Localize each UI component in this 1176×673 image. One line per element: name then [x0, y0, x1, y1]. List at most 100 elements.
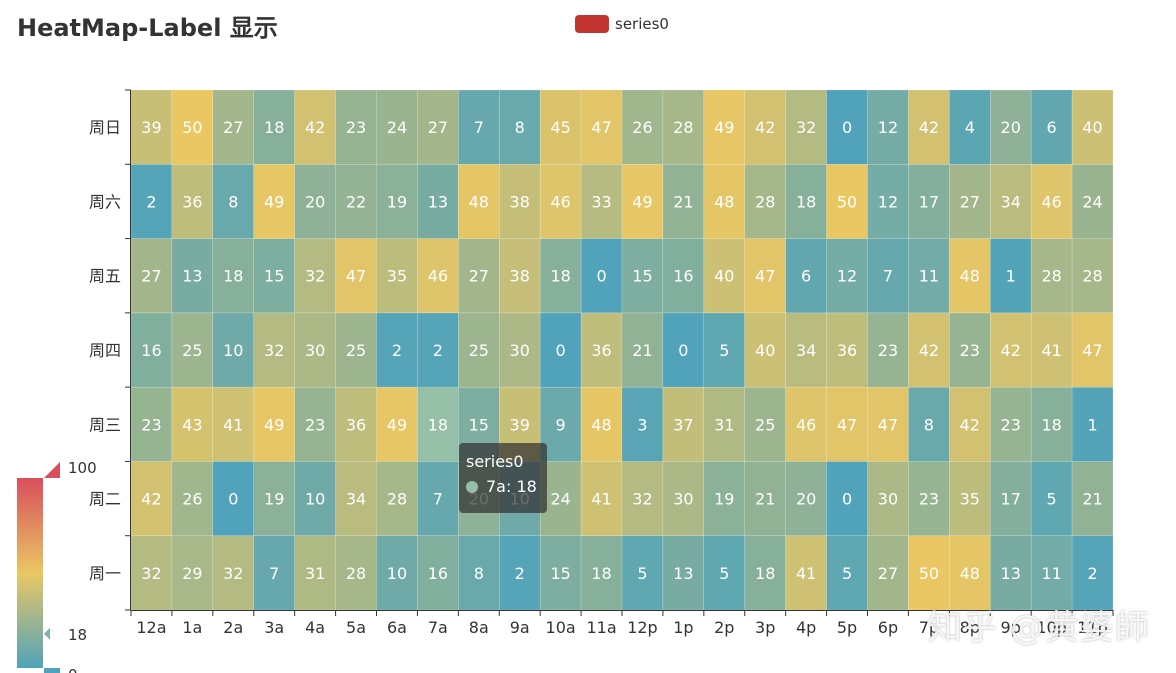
heatmap-cell[interactable]: [949, 238, 991, 314]
heatmap-cell[interactable]: [621, 164, 664, 239]
heatmap-cell[interactable]: [458, 89, 500, 165]
heatmap-cell[interactable]: [539, 164, 582, 239]
heatmap-cell[interactable]: [212, 535, 254, 611]
heatmap-cell[interactable]: [908, 461, 950, 536]
heatmap-cell[interactable]: [580, 386, 623, 462]
heatmap-cell[interactable]: [171, 164, 214, 239]
heatmap-cell[interactable]: [744, 89, 786, 165]
heatmap-cell[interactable]: [294, 164, 336, 239]
heatmap-cell[interactable]: [580, 164, 623, 239]
heatmap-cell[interactable]: [703, 89, 745, 165]
heatmap-cell[interactable]: [867, 238, 909, 314]
visual-map-min-handle-icon[interactable]: [44, 668, 60, 673]
heatmap-cell[interactable]: [294, 89, 336, 165]
heatmap-cell[interactable]: [949, 535, 991, 611]
heatmap-cell[interactable]: [376, 461, 418, 536]
heatmap-cell[interactable]: [908, 238, 950, 314]
heatmap-cell[interactable]: [417, 461, 459, 536]
heatmap-cell[interactable]: [580, 89, 623, 165]
heatmap-cell[interactable]: [867, 89, 909, 165]
heatmap-cell[interactable]: [744, 238, 786, 314]
heatmap-cell[interactable]: [130, 461, 173, 536]
heatmap-cell[interactable]: [335, 89, 377, 165]
heatmap-cell[interactable]: [785, 461, 827, 536]
heatmap-cell[interactable]: [908, 535, 950, 611]
heatmap-cell[interactable]: [990, 89, 1032, 165]
heatmap-cell[interactable]: [826, 238, 868, 314]
heatmap-cell[interactable]: [1071, 238, 1114, 314]
heatmap-cell[interactable]: [1071, 535, 1114, 611]
heatmap-cell[interactable]: [744, 164, 786, 239]
heatmap-cell[interactable]: [908, 386, 950, 462]
heatmap-cell[interactable]: [949, 164, 991, 239]
heatmap-cell[interactable]: [621, 238, 664, 314]
heatmap-cell[interactable]: [826, 312, 868, 388]
heatmap-cell[interactable]: [130, 238, 173, 314]
heatmap-cell[interactable]: [580, 535, 623, 611]
heatmap-cell[interactable]: [335, 461, 377, 536]
heatmap-cell[interactable]: [539, 89, 582, 165]
heatmap-cell[interactable]: [335, 535, 377, 611]
heatmap-cell[interactable]: [1071, 89, 1114, 165]
heatmap-cell[interactable]: [1071, 386, 1114, 462]
heatmap-cell[interactable]: [867, 535, 909, 611]
heatmap-cell[interactable]: [744, 461, 786, 536]
heatmap-cell[interactable]: [253, 461, 295, 536]
heatmap-cell[interactable]: [130, 89, 173, 165]
heatmap-cell[interactable]: [744, 386, 786, 462]
heatmap-cell[interactable]: [1030, 461, 1073, 536]
heatmap-cell[interactable]: [703, 238, 745, 314]
heatmap-cell[interactable]: [335, 386, 377, 462]
visual-map[interactable]: 100 18 0: [17, 459, 97, 673]
heatmap-cell[interactable]: [253, 89, 295, 165]
heatmap-cell[interactable]: [1030, 535, 1073, 611]
heatmap-cell[interactable]: [703, 164, 745, 239]
heatmap-cell[interactable]: [1030, 164, 1073, 239]
heatmap-cell[interactable]: [1030, 89, 1073, 165]
heatmap-cell[interactable]: [253, 164, 295, 239]
heatmap-cell[interactable]: [621, 535, 664, 611]
heatmap-cell[interactable]: [949, 312, 991, 388]
heatmap-cell[interactable]: [1030, 312, 1073, 388]
heatmap-cell[interactable]: [990, 535, 1032, 611]
heatmap-cell[interactable]: [294, 535, 336, 611]
heatmap-cell[interactable]: [949, 461, 991, 536]
heatmap-cell[interactable]: [130, 386, 173, 462]
heatmap-cell[interactable]: [744, 535, 786, 611]
heatmap-cell[interactable]: [171, 535, 214, 611]
heatmap-cell[interactable]: [703, 386, 745, 462]
heatmap-cell[interactable]: [1071, 461, 1114, 536]
heatmap-cell[interactable]: [417, 164, 459, 239]
heatmap-cell[interactable]: [785, 535, 827, 611]
heatmap-cell[interactable]: [417, 89, 459, 165]
heatmap-cell[interactable]: [499, 89, 541, 165]
heatmap-cell[interactable]: [990, 386, 1032, 462]
heatmap-cell[interactable]: [417, 535, 459, 611]
heatmap-cell[interactable]: [785, 164, 827, 239]
heatmap-cell[interactable]: [662, 461, 705, 536]
heatmap-cell[interactable]: [867, 461, 909, 536]
heatmap-cell[interactable]: [499, 238, 541, 314]
heatmap-cell[interactable]: [662, 386, 705, 462]
heatmap-cell[interactable]: [539, 535, 582, 611]
heatmap-cell[interactable]: [826, 386, 868, 462]
heatmap-cell[interactable]: [417, 238, 459, 314]
heatmap-cell[interactable]: [458, 164, 500, 239]
heatmap-cell[interactable]: [458, 312, 500, 388]
heatmap-cell[interactable]: [376, 89, 418, 165]
heatmap-cell[interactable]: [294, 238, 336, 314]
heatmap-cell[interactable]: [335, 164, 377, 239]
heatmap-cell[interactable]: [212, 164, 254, 239]
heatmap-cell[interactable]: [1030, 238, 1073, 314]
heatmap-cell[interactable]: [621, 461, 664, 536]
visual-map-max-handle-icon[interactable]: [44, 462, 60, 478]
heatmap-cell[interactable]: [212, 89, 254, 165]
heatmap-cell[interactable]: [171, 89, 214, 165]
heatmap-cell[interactable]: [171, 461, 214, 536]
heatmap-cell[interactable]: [539, 238, 582, 314]
heatmap-cell[interactable]: [212, 461, 254, 536]
heatmap-cell[interactable]: [662, 164, 705, 239]
heatmap-cell[interactable]: [376, 164, 418, 239]
heatmap-cell[interactable]: [253, 312, 295, 388]
